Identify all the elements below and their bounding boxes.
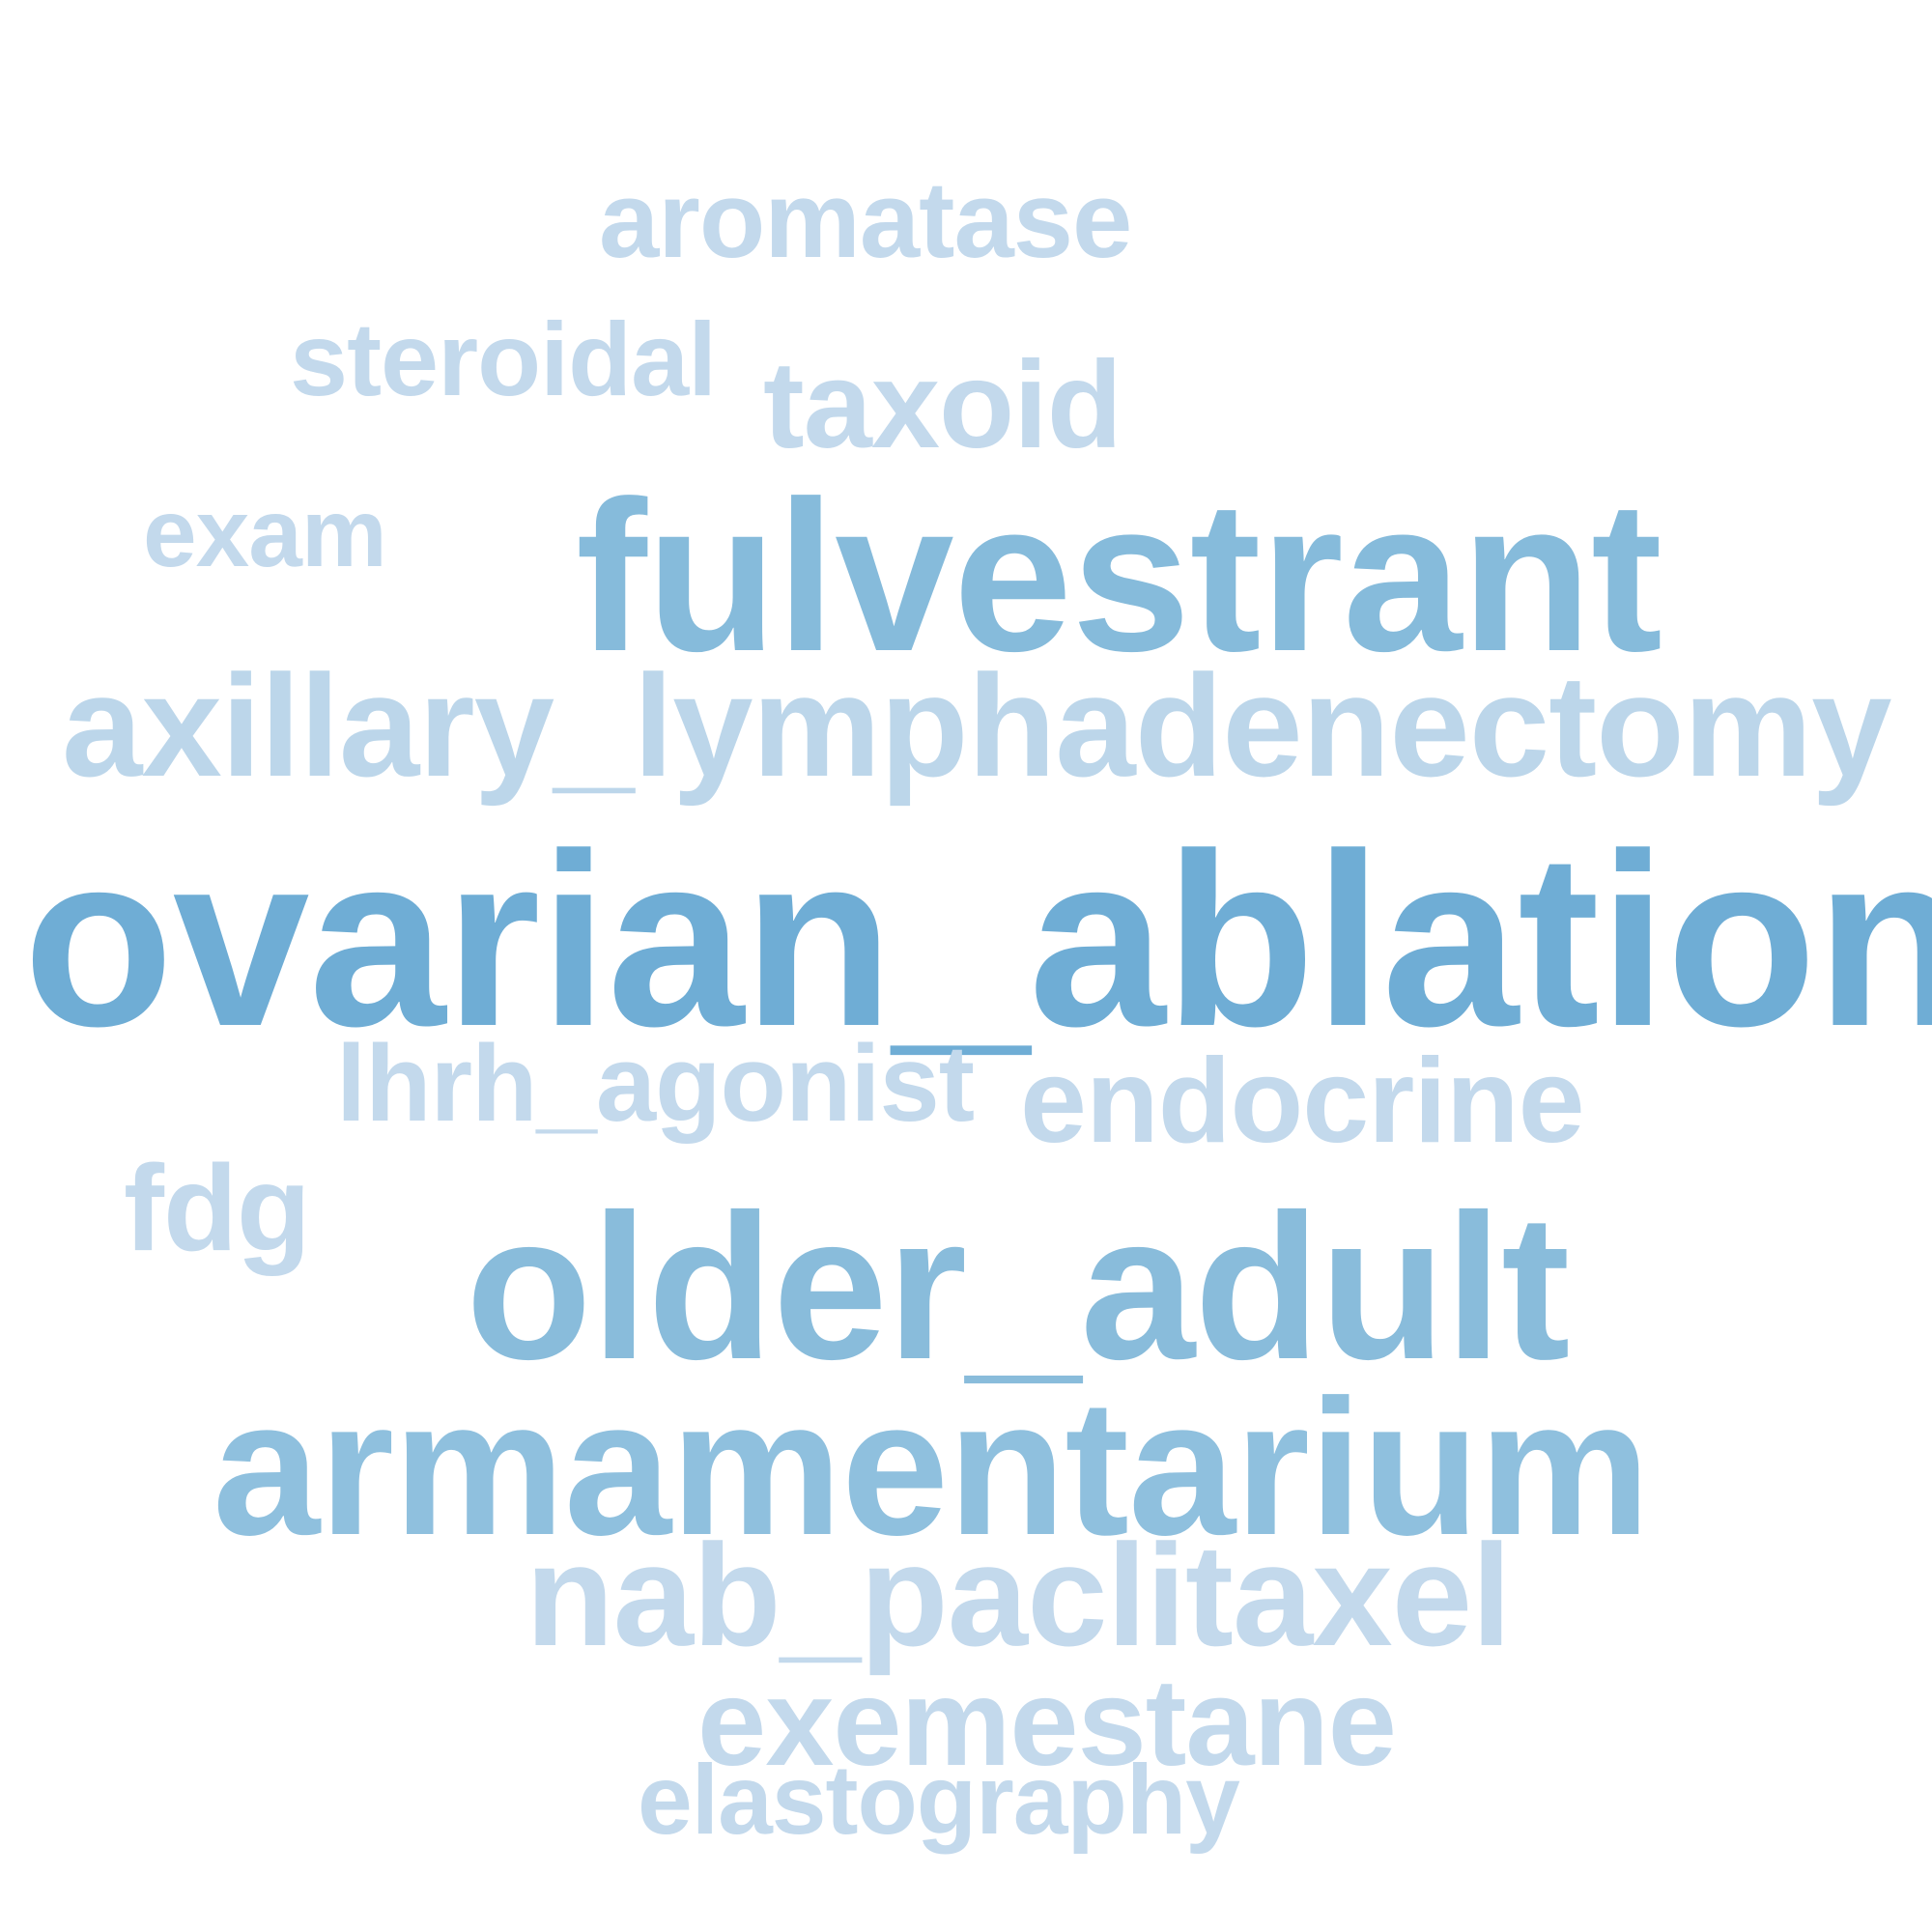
word-lhrh-agonist: lhrh_agonist (336, 1023, 975, 1144)
word-armamentarium: armamentarium (213, 1360, 1651, 1576)
word-ovarian-ablation: ovarian_ablation (23, 803, 1932, 1078)
word-fulvestrant: fulvestrant (576, 457, 1662, 696)
word-older-adult: older_adult (466, 1172, 1570, 1403)
word-endocrine: endocrine (1020, 1035, 1585, 1168)
word-aromatase: aromatase (599, 159, 1132, 280)
word-elastography: elastography (638, 1745, 1240, 1855)
word-taxoid: taxoid (763, 336, 1122, 474)
word-steroidal: steroidal (290, 300, 717, 417)
word-exemestane: exemestane (697, 1654, 1397, 1792)
word-axillary-lymphadenectomy: axillary_lymphadenectomy (62, 644, 1892, 807)
word-nab-paclitaxel: nab_paclitaxel (526, 1514, 1512, 1676)
word-fdg: fdg (124, 1140, 311, 1276)
word-exam: exam (143, 479, 387, 587)
